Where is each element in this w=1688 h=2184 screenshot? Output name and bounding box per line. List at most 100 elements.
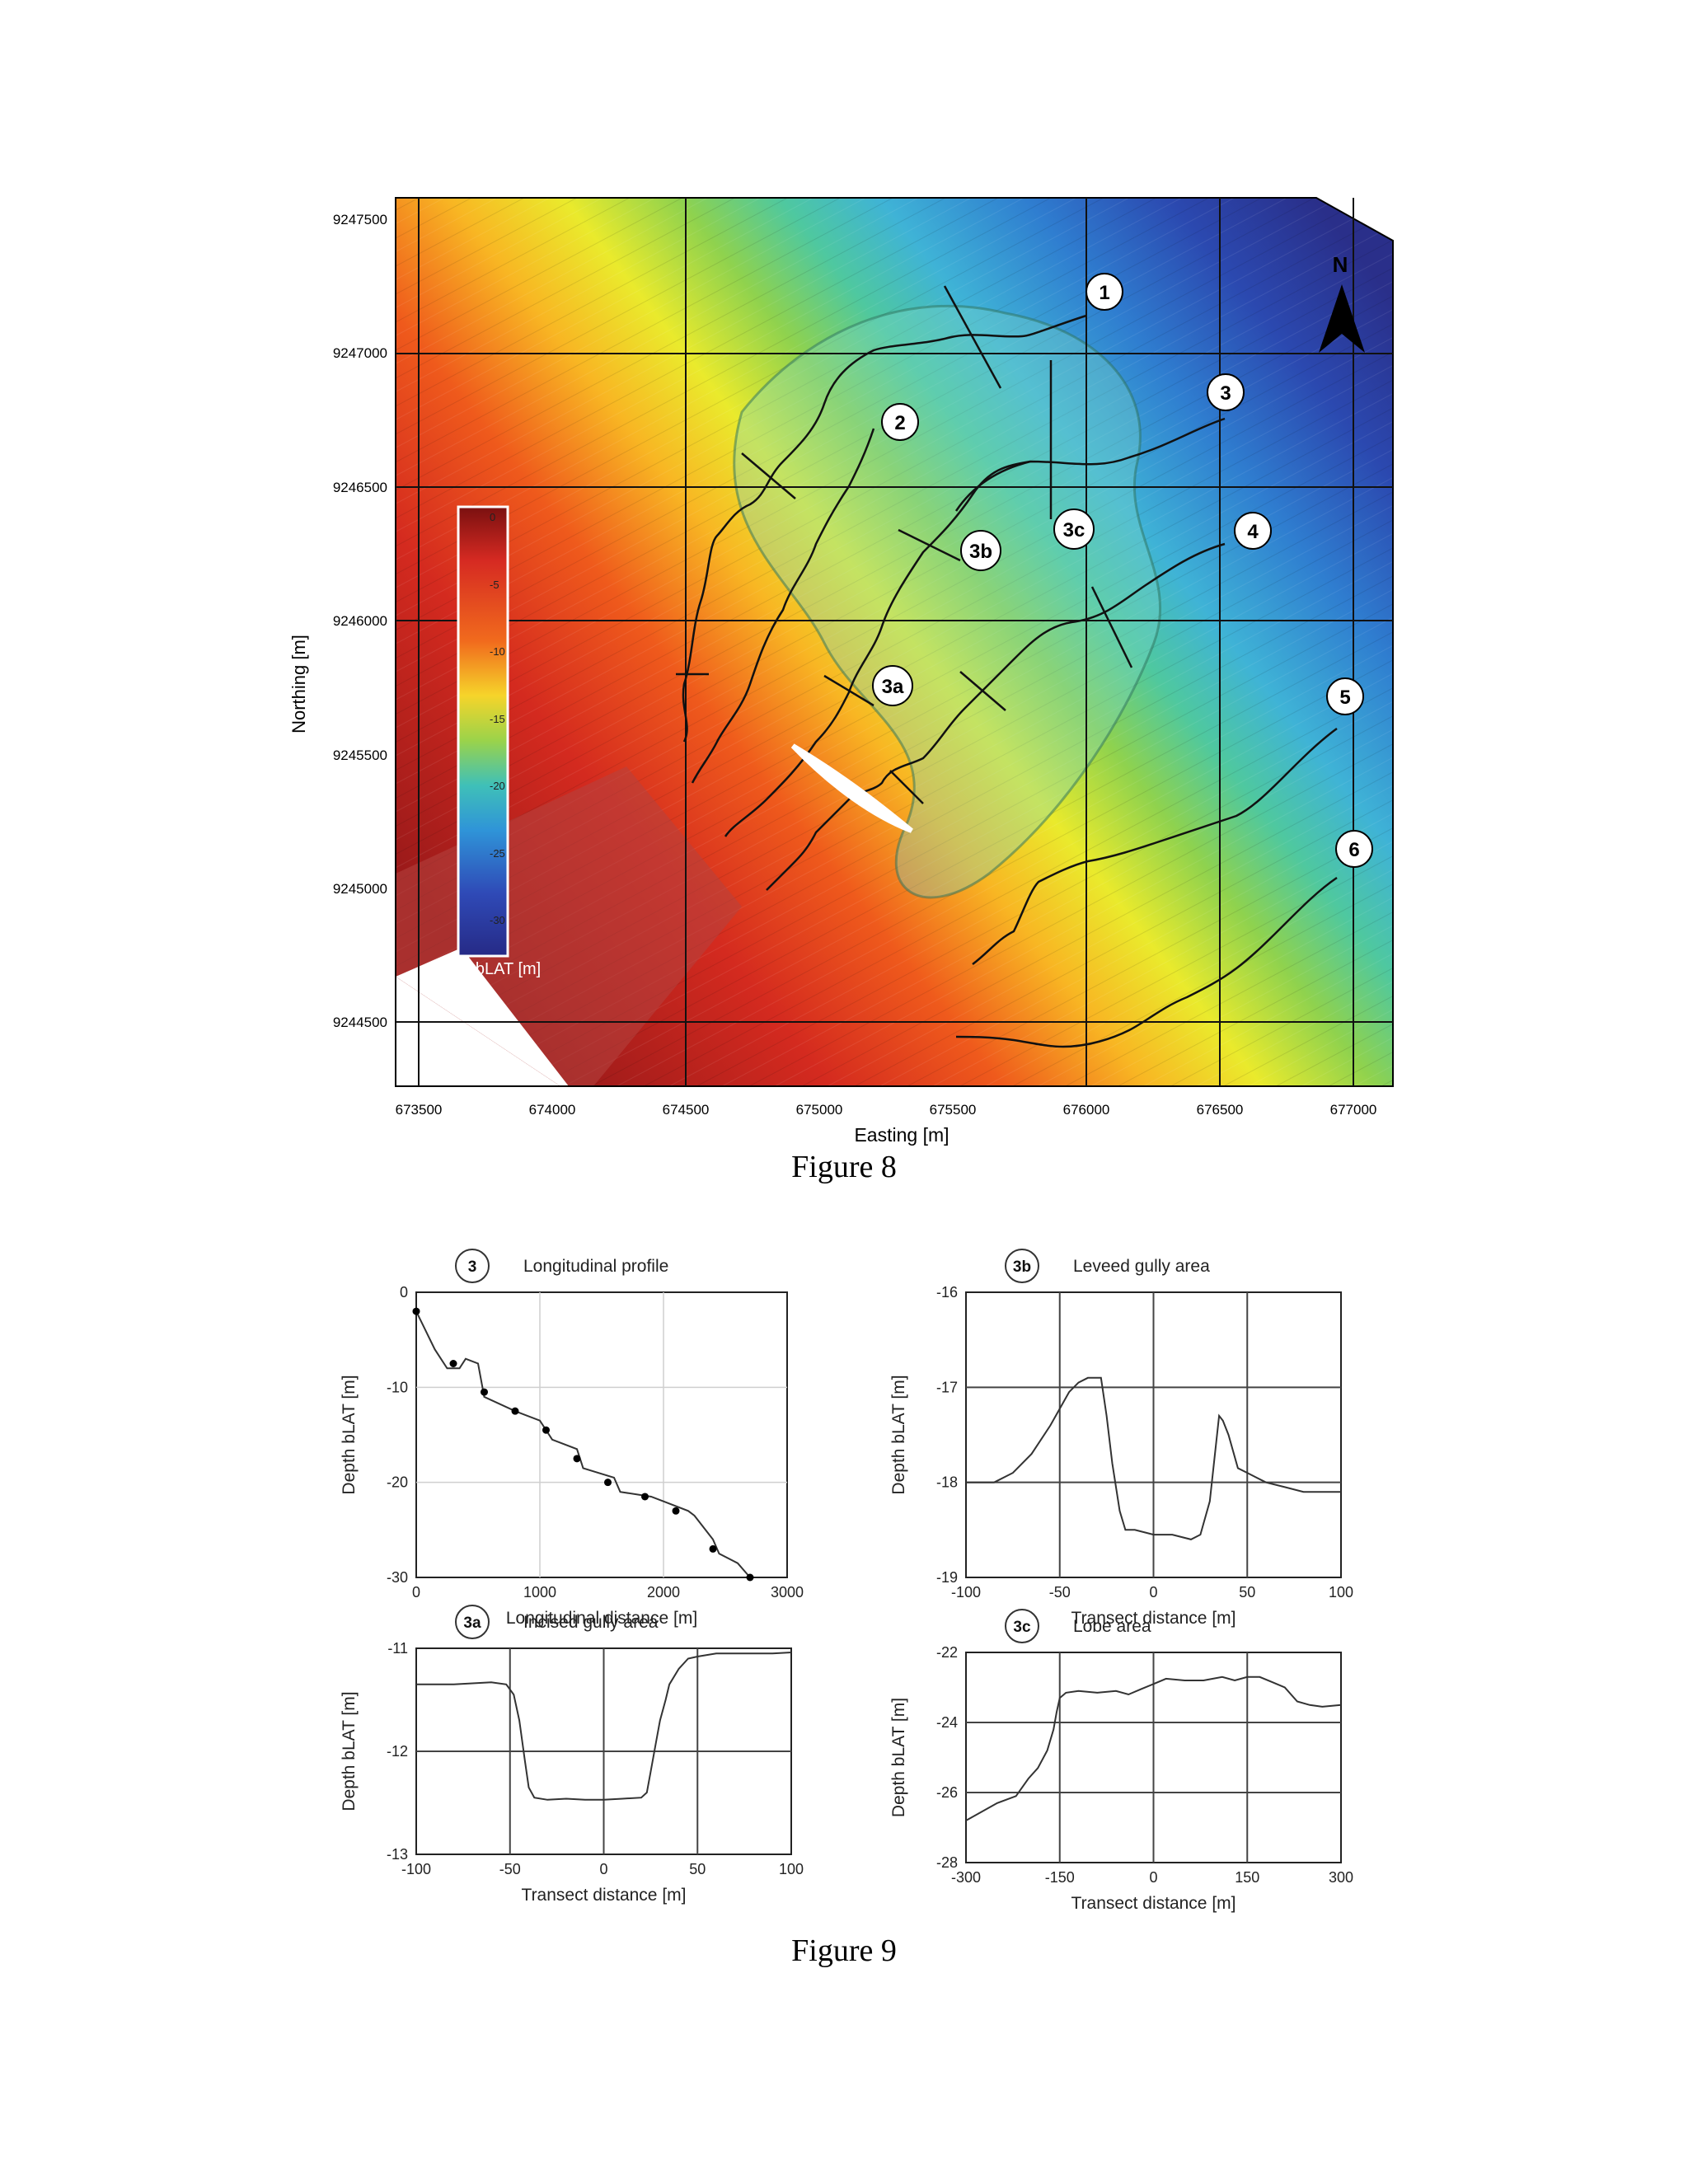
x-axis-label: Transect distance [m] xyxy=(522,1886,687,1905)
y-axis-label: Depth bLAT [m] xyxy=(889,1698,908,1817)
profile-series-line xyxy=(966,1376,1341,1540)
chart-title: Lobe area xyxy=(1073,1617,1151,1636)
y-tick-label: -13 xyxy=(387,1846,408,1863)
colorbar-tick: 0 xyxy=(490,511,495,523)
map-ytick: 9244500 xyxy=(333,1015,387,1030)
y-tick-label: -18 xyxy=(936,1474,958,1491)
profile-chart-3: 0 1000 2000 3000 0 -10 -20 -30 Longitudinal dist… xyxy=(340,1249,804,1628)
profile-label-3b: 3b xyxy=(960,530,1001,571)
map-xtick: 675000 xyxy=(796,1102,843,1118)
x-tick-label: -100 xyxy=(951,1584,981,1601)
x-axis-label: Transect distance [m] xyxy=(1071,1894,1236,1913)
y-axis-label: Depth bLAT [m] xyxy=(340,1375,359,1494)
map-ytick: 9247500 xyxy=(333,212,387,227)
profile-point xyxy=(709,1544,717,1553)
y-tick-label: -30 xyxy=(387,1569,408,1586)
colorbar-tick: -20 xyxy=(490,780,505,792)
map-xtick: 676000 xyxy=(1063,1102,1110,1118)
svg-text:2: 2 xyxy=(894,412,905,434)
profile-badge-label: 3c xyxy=(1013,1619,1031,1636)
x-tick-label: 0 xyxy=(412,1584,420,1601)
profile-line-1 xyxy=(682,314,1087,743)
chart-title: Incised gully area xyxy=(523,1613,659,1632)
bathymetry-raster xyxy=(396,198,1393,1086)
x-tick-label: 100 xyxy=(1329,1584,1353,1601)
colorbar-tick: -5 xyxy=(490,579,499,591)
colorbar-label: Depth bLAT [m] xyxy=(427,960,541,978)
y-tick-label: -12 xyxy=(387,1743,408,1760)
profile-label-3: 3 xyxy=(1207,373,1245,411)
map-ytick: 9245000 xyxy=(333,881,387,897)
profile-chart-3a: -100 -50 0 50 100 -11 -12 -13 Transect distance … xyxy=(340,1605,804,1905)
svg-text:6: 6 xyxy=(1348,839,1359,861)
profile-point xyxy=(412,1307,420,1315)
x-tick-label: 0 xyxy=(599,1861,607,1877)
profile-label-2: 2 xyxy=(881,403,919,441)
map-ytick: 9246000 xyxy=(333,613,387,629)
profile-series-line xyxy=(416,1652,792,1801)
y-tick-label: -10 xyxy=(387,1379,408,1395)
gully-feature xyxy=(790,743,913,833)
profile-label-1: 1 xyxy=(1085,273,1123,311)
profile-chart-3b: -100 -50 0 50 100 -16 -17 -18 -19 Transect distan… xyxy=(889,1249,1353,1628)
x-tick-label: 100 xyxy=(779,1861,804,1877)
profile-chart-3c: -300 -150 0 150 300 -22 -24 -26 -28 Transect dist… xyxy=(889,1609,1353,1913)
y-tick-label: -11 xyxy=(387,1640,408,1657)
chart-title: Longitudinal profile xyxy=(523,1257,668,1276)
x-tick-label: -50 xyxy=(1049,1584,1071,1601)
profile-badge xyxy=(455,1249,490,1283)
x-tick-label: -150 xyxy=(1045,1869,1075,1886)
svg-text:5: 5 xyxy=(1339,687,1350,709)
x-tick-label: 50 xyxy=(689,1861,706,1877)
x-tick-label: 150 xyxy=(1235,1869,1259,1886)
map-xlabel: Easting [m] xyxy=(854,1124,949,1146)
svg-text:3: 3 xyxy=(1220,382,1231,405)
profile-badge xyxy=(1005,1249,1039,1283)
colorbar-tick: -15 xyxy=(490,713,505,725)
colorbar-tick: -10 xyxy=(490,645,505,658)
north-arrow-icon: N xyxy=(1319,252,1365,353)
colorbar: 0 -5 -10 -15 -20 -25 -30 Depth bLAT [m] xyxy=(427,505,541,978)
map-ytick: 9245500 xyxy=(333,748,387,763)
figure-8-caption: Figure 8 xyxy=(791,1150,897,1184)
y-tick-label: -19 xyxy=(936,1569,958,1586)
profile-point xyxy=(511,1407,519,1415)
profile-line-3-upper xyxy=(954,460,1031,512)
map-ytick: 9247000 xyxy=(333,345,387,361)
x-axis-label: Longitudinal distance [m] xyxy=(506,1609,697,1628)
y-tick-label: -24 xyxy=(936,1714,958,1731)
profile-line-5 xyxy=(972,727,1338,965)
x-tick-label: -100 xyxy=(401,1861,431,1877)
figure-8-map: 9247500 9247000 9246500 9246000 9245500 … xyxy=(288,197,1394,1146)
profile-line-3 xyxy=(724,417,1226,837)
map-xtick: 674500 xyxy=(663,1102,710,1118)
profile-point xyxy=(481,1388,488,1396)
plot-frame xyxy=(415,1291,788,1578)
profile-point xyxy=(746,1573,754,1582)
colorbar-tick: -30 xyxy=(490,914,505,926)
y-tick-label: -26 xyxy=(936,1784,958,1801)
profile-line-6 xyxy=(955,876,1338,1048)
y-axis-label: Depth bLAT [m] xyxy=(889,1375,908,1494)
profile-label-3c: 3c xyxy=(1053,509,1095,550)
x-tick-label: 1000 xyxy=(523,1584,556,1601)
x-tick-label: 2000 xyxy=(647,1584,680,1601)
colorbar-tick: -25 xyxy=(490,847,505,860)
x-tick-label: -50 xyxy=(499,1861,521,1877)
y-tick-label: -22 xyxy=(936,1644,958,1661)
profile-point xyxy=(542,1426,550,1434)
x-tick-label: 0 xyxy=(1149,1869,1157,1886)
profile-badge-label: 3a xyxy=(463,1615,481,1632)
map-grid xyxy=(396,198,1393,1086)
chart-title: Leveed gully area xyxy=(1073,1257,1210,1276)
profile-badge xyxy=(455,1605,490,1639)
profile-badge xyxy=(1005,1609,1039,1643)
svg-text:1: 1 xyxy=(1099,282,1109,304)
svg-text:3c: 3c xyxy=(1063,519,1085,541)
y-tick-label: -28 xyxy=(936,1854,958,1871)
map-xtick: 673500 xyxy=(396,1102,443,1118)
profile-point xyxy=(672,1507,680,1515)
map-xtick: 677000 xyxy=(1330,1102,1377,1118)
profile-point xyxy=(604,1479,612,1487)
